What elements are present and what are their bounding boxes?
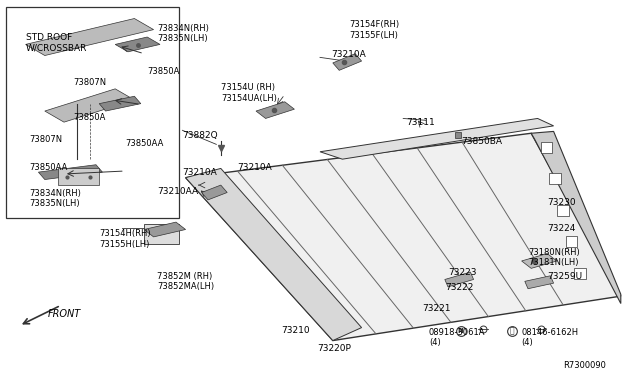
Text: STD ROOF
W/CROSSBAR: STD ROOF W/CROSSBAR	[26, 33, 87, 53]
Text: 73882Q: 73882Q	[182, 131, 218, 140]
Polygon shape	[45, 89, 134, 122]
Polygon shape	[531, 131, 621, 304]
Text: 73224: 73224	[547, 224, 575, 233]
Text: 73154F(RH)
73155F(LH): 73154F(RH) 73155F(LH)	[349, 20, 399, 40]
Text: 73852M (RH)
73852MA(LH): 73852M (RH) 73852MA(LH)	[157, 272, 214, 292]
Text: Ⓝ: Ⓝ	[509, 327, 515, 336]
Polygon shape	[115, 37, 160, 52]
Text: 73259U: 73259U	[547, 272, 582, 281]
Text: 08146-6162H
(4): 08146-6162H (4)	[522, 328, 579, 347]
Bar	[541, 142, 552, 153]
Bar	[58, 169, 99, 185]
Text: 73220P: 73220P	[317, 344, 351, 353]
Text: 73210A: 73210A	[182, 169, 217, 177]
Text: 73850BA: 73850BA	[461, 137, 502, 146]
Polygon shape	[445, 272, 474, 287]
Text: 73850AA: 73850AA	[29, 163, 67, 172]
Polygon shape	[525, 276, 554, 289]
Bar	[574, 267, 586, 279]
Text: 08918-3061A
(4): 08918-3061A (4)	[429, 328, 485, 347]
Text: 73807N: 73807N	[74, 78, 107, 87]
Polygon shape	[522, 254, 557, 268]
Text: 73180N(RH)
73181N(LH): 73180N(RH) 73181N(LH)	[528, 248, 580, 267]
Text: 73210AA: 73210AA	[157, 187, 198, 196]
Bar	[549, 173, 561, 185]
Polygon shape	[26, 19, 154, 55]
Bar	[557, 205, 569, 216]
Text: 73111: 73111	[406, 118, 435, 128]
Text: 73807N: 73807N	[29, 135, 62, 144]
Polygon shape	[320, 118, 554, 159]
Polygon shape	[256, 102, 294, 118]
Polygon shape	[38, 165, 102, 180]
Text: 73154H(RH)
73155H(LH): 73154H(RH) 73155H(LH)	[99, 230, 151, 249]
Text: 73222: 73222	[445, 283, 473, 292]
Bar	[566, 236, 577, 247]
Polygon shape	[202, 185, 227, 200]
Text: 73834N(RH)
73835N(LH): 73834N(RH) 73835N(LH)	[157, 24, 209, 44]
Text: FRONT: FRONT	[48, 309, 81, 319]
Polygon shape	[186, 169, 362, 340]
Text: 73221: 73221	[422, 304, 451, 312]
Text: 73834N(RH)
73835N(LH): 73834N(RH) 73835N(LH)	[29, 189, 81, 208]
Text: 73210: 73210	[282, 326, 310, 335]
Text: R7300090: R7300090	[563, 361, 606, 370]
Text: 73210A: 73210A	[237, 163, 271, 172]
Text: 73850A: 73850A	[74, 113, 106, 122]
Text: 73154U (RH)
73154UA(LH): 73154U (RH) 73154UA(LH)	[221, 83, 276, 103]
Bar	[144, 224, 179, 244]
Polygon shape	[333, 54, 362, 70]
Polygon shape	[99, 96, 141, 111]
Text: N: N	[458, 328, 464, 334]
Text: 73223: 73223	[448, 268, 477, 278]
Polygon shape	[186, 133, 621, 340]
Text: 73850A: 73850A	[147, 67, 180, 76]
Text: 73850AA: 73850AA	[125, 139, 163, 148]
Polygon shape	[144, 222, 186, 237]
Bar	[6, 7, 179, 218]
Text: 73210A: 73210A	[332, 50, 366, 59]
Text: 73230: 73230	[547, 198, 576, 207]
